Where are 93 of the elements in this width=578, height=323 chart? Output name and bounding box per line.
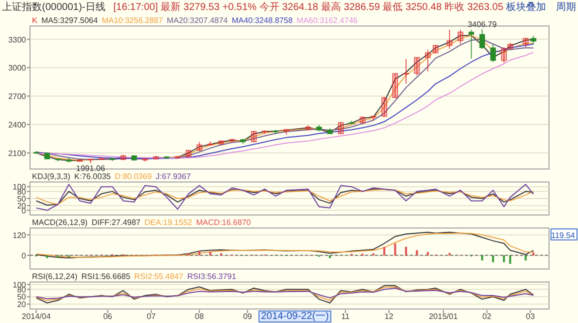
- candlestick: [360, 116, 366, 124]
- text: K: [32, 16, 38, 25]
- y-tick-label: 0: [22, 206, 27, 216]
- annotation: 119.54: [551, 230, 576, 240]
- y-tick-label: 3300: [8, 35, 27, 44]
- x-tick-label: 07: [146, 312, 156, 321]
- candlestick: [196, 142, 202, 152]
- candlestick: [338, 122, 344, 134]
- y-tick-label: 120: [12, 230, 27, 240]
- series-label: RSI2:55.4847: [134, 272, 184, 281]
- candlestick: [284, 128, 290, 135]
- series-label: RSI3:56.3791: [187, 272, 237, 281]
- text: MA5:3297.5064: [41, 16, 98, 25]
- bar: [209, 252, 212, 256]
- bar: [394, 243, 396, 256]
- bar: [481, 255, 484, 260]
- bar: [416, 250, 418, 256]
- text: DEA:19.1552: [144, 218, 193, 227]
- bar: [46, 255, 48, 258]
- candlestick: [370, 116, 376, 122]
- candlestick: [98, 156, 104, 160]
- series-label: D:80.0369: [114, 172, 152, 181]
- y-tick-label: 20: [17, 300, 27, 310]
- candlestick: [218, 140, 224, 146]
- text: MA10:3256.2887: [102, 16, 164, 25]
- annotation: 3406.79: [468, 20, 498, 30]
- y-tick-label: 2100: [8, 148, 27, 158]
- bar: [405, 246, 408, 256]
- candlestick: [392, 72, 398, 98]
- bar: [383, 246, 386, 256]
- candlestick: [458, 29, 464, 44]
- x-tick-label: 2014/04: [22, 312, 52, 321]
- bar: [426, 252, 429, 256]
- candlestick: [262, 130, 268, 134]
- y-tick-label: 80: [17, 187, 27, 196]
- candlestick: [403, 58, 409, 84]
- candlestick: [424, 49, 431, 72]
- chart-title: 上证指数(000001)-日线: [2, 1, 106, 13]
- y-tick-label: 80: [17, 285, 27, 294]
- text: MA60:3162.4746: [296, 16, 358, 25]
- y-tick-label: 0: [22, 251, 27, 260]
- series-label: K:76.0035: [74, 172, 112, 181]
- text: 周期: [556, 1, 576, 13]
- x-tick-label: 02: [482, 312, 492, 321]
- chart-title: RSI(6,12,24): [32, 272, 78, 281]
- candlestick: [153, 155, 159, 160]
- x-tick-label: 11: [341, 312, 350, 321]
- y-tick-label: 50: [17, 194, 27, 204]
- candlestick: [250, 130, 257, 142]
- line-series: [36, 184, 534, 211]
- candlestick: [88, 158, 94, 164]
- candlestick: [468, 29, 474, 60]
- x-tick-label: 12: [384, 312, 394, 321]
- y-tick-label: 50: [17, 292, 27, 302]
- chart-subtitle: [16:17:00] 最新 3279.53 +0.51% 今开 3264.18 最高 3286.59 最低 3250.48 昨收 3263.05: [113, 1, 504, 13]
- series-label: J:67.9367: [156, 172, 192, 181]
- x-tick-label: 2015/01: [428, 312, 458, 321]
- bar: [328, 255, 331, 258]
- chart-title: KDJ(9,3,3): [32, 172, 71, 181]
- y-tick-label: 2400: [8, 120, 27, 130]
- x-tick-label: 08: [194, 312, 204, 321]
- bar: [524, 255, 527, 260]
- y-tick-label: 2700: [8, 92, 27, 102]
- text: MA20:3207.4874: [166, 16, 228, 25]
- x-tick-label: 03: [526, 312, 536, 321]
- text: MACD:16.6870: [196, 218, 252, 227]
- bar: [502, 255, 505, 262]
- candlestick: [305, 125, 311, 131]
- candlestick: [414, 56, 420, 76]
- text: 板块叠加: [505, 1, 546, 13]
- candlestick: [501, 46, 507, 64]
- text: MA40:3248.8758: [232, 16, 294, 25]
- x-tick-label: 09: [243, 312, 253, 321]
- chart-title: MACD(26,12,9): [32, 218, 88, 227]
- text: DIFF:27.4987: [92, 218, 142, 227]
- candlestick: [381, 96, 388, 118]
- candlestick: [142, 158, 148, 162]
- y-tick-label: 3000: [8, 64, 27, 73]
- bar: [509, 255, 512, 264]
- annotation: 1991.06: [76, 164, 106, 174]
- candlestick: [490, 44, 496, 62]
- candlestick: [446, 29, 452, 50]
- bar: [532, 252, 534, 256]
- candlestick: [229, 138, 235, 143]
- text: 2014-09-22(一): [261, 311, 329, 322]
- candlestick: [186, 150, 192, 158]
- bar: [448, 252, 451, 256]
- candlestick: [432, 44, 438, 54]
- x-tick-label: 06: [103, 312, 113, 321]
- bar: [198, 250, 200, 256]
- bar: [492, 255, 494, 262]
- candlestick: [479, 28, 485, 50]
- series-label: RSI1:56.6685: [81, 272, 131, 281]
